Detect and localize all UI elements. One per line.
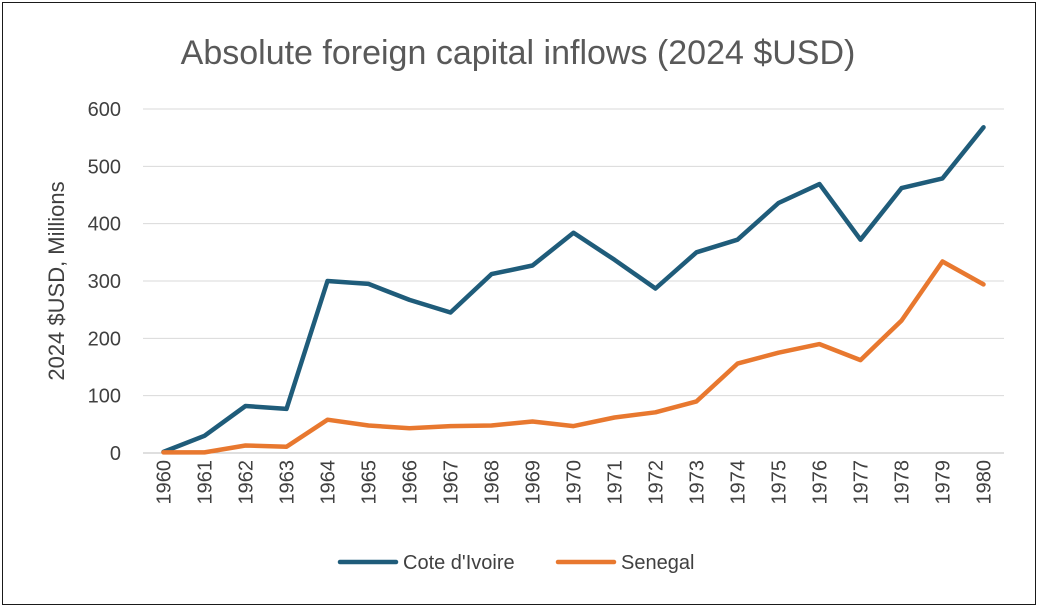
x-tick-label: 1972 [646,460,668,505]
series-line-0 [161,125,986,455]
y-tick-label: 0 [110,443,121,465]
x-tick-label: 1977 [851,460,873,505]
x-tick-label: 1973 [687,460,709,505]
x-tick-labels: 1960 1961 1962 1963 1964 1965 1966 1967 1968 1969… [154,460,996,505]
x-tick-label: 1965 [359,460,381,505]
y-tick-label: 400 [88,214,121,236]
x-tick-label: 1968 [482,460,504,505]
x-tick-label: 1974 [728,460,750,505]
legend-label: Senegal [621,552,694,574]
gridlines [143,108,1004,454]
x-tick-label: 1980 [974,460,996,505]
series-line-1 [161,259,986,455]
x-tick-label: 1967 [441,460,463,505]
x-tick-label: 1961 [195,460,217,505]
y-tick-label: 300 [88,271,121,293]
x-tick-label: 1964 [318,460,340,505]
x-tick-label: 1962 [236,460,258,505]
y-tick-labels: 0 100 200 300 400 500 600 [88,99,121,465]
x-tick-label: 1971 [605,460,627,505]
y-axis-label: 2024 $USD, Millions [44,181,69,380]
y-tick-label: 200 [88,328,121,350]
x-tick-label: 1979 [933,460,955,505]
chart-title: Absolute foreign capital inflows (2024 $… [181,34,856,72]
x-tick-label: 1963 [277,460,299,505]
y-tick-label: 500 [88,156,121,178]
x-tick-label: 1969 [523,460,545,505]
y-tick-label: 600 [88,99,121,121]
series-lines [161,125,986,455]
x-tick-label: 1966 [400,460,422,505]
x-tick-label: 1960 [154,460,176,505]
legend: Cote d'Ivoire Senegal [337,552,694,574]
x-tick-label: 1975 [769,460,791,505]
x-tick-label: 1970 [564,460,586,505]
y-tick-label: 100 [88,386,121,408]
legend-label: Cote d'Ivoire [403,552,515,574]
x-tick-label: 1978 [892,460,914,505]
x-tick-label: 1976 [810,460,832,505]
